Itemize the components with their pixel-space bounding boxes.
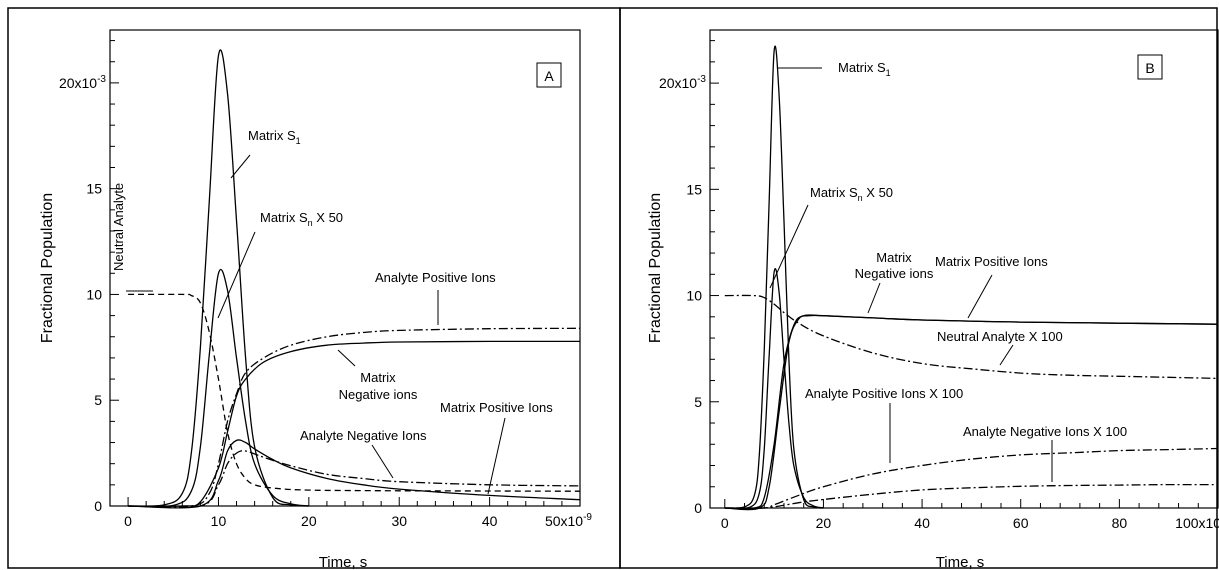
y-tick-label: 0 — [94, 498, 102, 514]
panel-a-ylabel: Fractional Population — [39, 193, 56, 343]
panel-a-series — [128, 49, 581, 509]
y-exponent: -3 — [97, 74, 106, 85]
panel-a-annotations: Matrix S1 Matrix Sn X 50 Neutral Analyte… — [111, 128, 553, 495]
annotation-analyte-positive-ions: Analyte Positive Ions X 100 — [805, 386, 963, 401]
y-tick-label: 10 — [686, 288, 702, 304]
y-tick-label: 10 — [86, 286, 102, 302]
panel-b-annotations: Matrix S1 Matrix Sn X 50 Matrix Negative … — [769, 60, 1127, 482]
panel-b: 0 20 40 60 80 100x10-9 0 5 10 15 20x10-3 B Fractio… — [647, 29, 1219, 570]
series-matrix-positive-ions — [724, 314, 1219, 511]
y-tick-label: 15 — [86, 181, 102, 197]
x-tick-label: 60 — [1013, 515, 1029, 531]
annotation-analyte-negative-ions: Analyte Negative Ions X 100 — [963, 424, 1127, 439]
series-matrix-sn-x-50 — [128, 268, 309, 508]
annotation-analyte-positive-ions: Analyte Positive Ions — [375, 270, 496, 285]
x-tick-label: 30 — [391, 513, 407, 529]
series-neutral-analyte-x-100 — [724, 294, 1219, 380]
x-tick-label: 0 — [124, 513, 132, 529]
x-tick-label: 50x10-9 — [545, 512, 592, 529]
series-analyte-negative-ions-x-100 — [724, 483, 1218, 509]
leader-line — [967, 274, 993, 319]
x-tick-label: 100x10-9 — [1175, 514, 1219, 531]
x-tick-label: 40 — [914, 515, 930, 531]
panel-b-label-box — [1137, 54, 1163, 80]
annotation-matrix-negative-ions: Matrix Negative ions — [339, 370, 418, 402]
leader-line — [769, 204, 809, 289]
series-analyte-positive-ions — [128, 327, 581, 508]
panel-a-label: A — [544, 68, 554, 84]
x-tick-label: 10 — [211, 513, 227, 529]
series-matrix-sn-x-50 — [724, 268, 824, 510]
annotation-matrix-sn: Matrix Sn X 50 — [810, 185, 893, 203]
annotation-matrix-s1: Matrix S1 — [248, 128, 301, 146]
annotation-neutral-analyte: Neutral Analyte — [111, 183, 126, 271]
annotation-analyte-negative-ions: Analyte Negative Ions — [300, 428, 427, 443]
annotation-matrix-s1: Matrix S1 — [838, 60, 891, 78]
series-matrix-negative-ions — [128, 340, 581, 507]
y-tick-label: 0 — [694, 500, 702, 516]
leader-line — [999, 344, 1014, 366]
y-exponent: -3 — [697, 74, 706, 85]
leader-line — [217, 231, 256, 319]
panel-b-label: B — [1145, 60, 1154, 76]
annotation-matrix-positive-ions: Matrix Positive Ions — [440, 400, 553, 415]
y-tick-label: 15 — [686, 181, 702, 197]
series-matrix-s1 — [724, 45, 824, 509]
panel-a-label-box — [536, 62, 562, 88]
panel-b-ylabel: Fractional Population — [647, 193, 664, 343]
panel-a-axes: 0 10 20 30 40 50x10-9 0 5 10 15 20x10-3 — [59, 40, 592, 529]
y-tick-label: 20x10-3 — [59, 74, 106, 91]
annotation-neutral-analyte: Neutral Analyte X 100 — [937, 329, 1063, 344]
panel-a: 0 10 20 30 40 50x10-9 0 5 10 15 20x10-3 A Fraction… — [39, 29, 592, 570]
panel-b-xlabel: Time, s — [936, 554, 985, 570]
y-tick-label: 5 — [694, 394, 702, 410]
panel-b-series — [724, 45, 1219, 511]
y-tick-label: 5 — [94, 392, 102, 408]
series-neutral-analyte — [128, 293, 581, 492]
series-matrix-s1 — [128, 49, 309, 507]
panel-b-frame — [619, 7, 1218, 569]
x-tick-label: 0 — [721, 515, 729, 531]
y-tick-label: 20x10-3 — [659, 74, 706, 91]
x-tick-label: 80 — [1112, 515, 1128, 531]
x-tick-label: 20 — [301, 513, 317, 529]
series-matrix-positive-ions — [128, 439, 581, 509]
panel-b-plot-area — [709, 29, 1219, 509]
x-tick-label: 40 — [482, 513, 498, 529]
x-tick-label: 20 — [816, 515, 832, 531]
leader-line — [487, 417, 506, 495]
annotation-matrix-sn: Matrix Sn X 50 — [260, 210, 343, 228]
panel-b-axes: 0 20 40 60 80 100x10-9 0 5 10 15 20x10-3 — [659, 40, 1219, 531]
leader-line — [337, 349, 356, 367]
leader-line — [230, 154, 251, 179]
annotation-matrix-positive-ions: Matrix Positive Ions — [935, 254, 1048, 269]
leader-line — [867, 282, 881, 314]
leader-line — [371, 444, 394, 479]
annotation-matrix-negative-ions: Matrix Negative ions — [855, 250, 934, 281]
x-exponent: -9 — [583, 512, 592, 523]
panel-a-xlabel: Time, s — [319, 554, 368, 570]
